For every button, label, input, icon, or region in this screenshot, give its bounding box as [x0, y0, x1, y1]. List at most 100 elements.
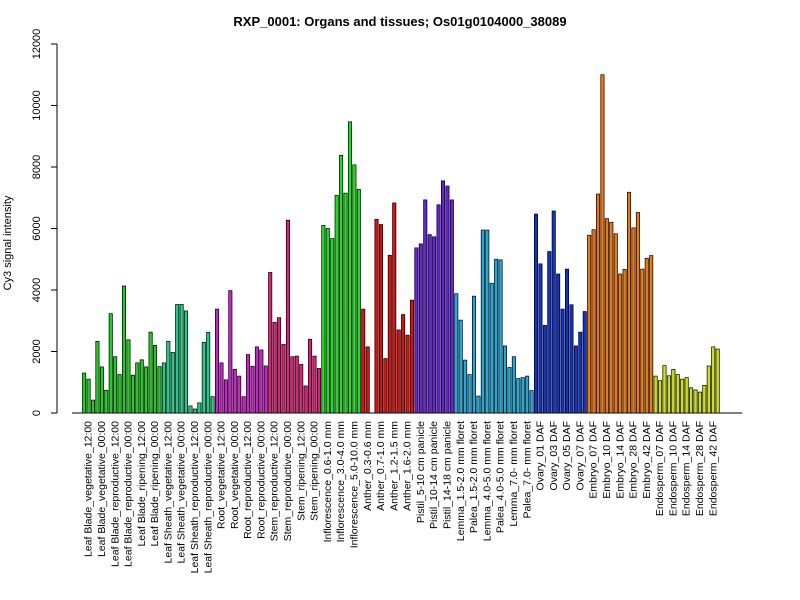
bar: [653, 375, 658, 414]
bar: [316, 368, 321, 414]
y-tick-label: 2000: [31, 339, 43, 363]
x-tick-label: Inflorescence_5.0-10.0 mm: [348, 421, 360, 548]
bar: [334, 194, 339, 414]
bar: [113, 356, 118, 414]
bar: [471, 295, 476, 414]
bar: [578, 331, 583, 414]
x-tick-label: Inflorescence_0.6-1.0 mm: [322, 421, 334, 543]
bar: [418, 243, 423, 414]
bar: [560, 308, 565, 414]
x-tick-label: Lemma_7.0- mm floret: [508, 421, 520, 527]
bar: [237, 375, 242, 414]
bar: [494, 258, 499, 414]
bar: [409, 299, 414, 414]
x-tick-label: Embryo_42 DAF: [641, 421, 653, 499]
bar: [485, 229, 490, 414]
bar: [622, 269, 627, 414]
bar: [706, 365, 711, 414]
bar: [520, 377, 525, 414]
bar: [383, 358, 388, 414]
y-tick-label: 12000: [31, 29, 43, 60]
bar: [144, 366, 149, 414]
chart-title: RXP_0001: Organs and tissues; Os01g01040…: [233, 14, 566, 29]
bar: [343, 192, 348, 414]
x-tick-label: Palea_4.0-5.0 mm floret: [495, 421, 507, 533]
bar: [689, 387, 694, 414]
bar: [480, 229, 485, 414]
bar: [538, 263, 543, 414]
bar: [684, 377, 689, 414]
bar: [503, 345, 508, 414]
y-tick-label: 6000: [31, 216, 43, 240]
bar: [356, 189, 361, 414]
bar: [352, 164, 357, 414]
bar: [246, 354, 251, 414]
bar: [600, 74, 605, 414]
bar: [139, 359, 144, 414]
x-tick-label: Anther_0.7-1.0 mm: [375, 421, 387, 511]
bar: [582, 311, 587, 414]
bar: [99, 366, 104, 414]
bar: [91, 399, 96, 414]
x-tick-label: Endosperm_10 DAF: [667, 421, 679, 516]
bar: [644, 257, 649, 414]
bar: [454, 293, 459, 414]
bar: [569, 304, 574, 414]
bar: [551, 210, 556, 414]
x-tick-label: Root_reproductive_12:00: [242, 421, 254, 539]
bar: [573, 345, 578, 414]
bar: [649, 255, 654, 414]
x-tick-label: Stem_ripening_12:00: [295, 421, 307, 521]
bar: [281, 344, 286, 414]
x-tick-label: Pistil_5-10 cm panicle: [415, 421, 427, 523]
x-tick-label: Leaf Sheath_vegetative_00:00: [176, 421, 188, 564]
bar: [206, 332, 211, 414]
x-tick-label: Root_vegetative_12:00: [216, 421, 228, 529]
bar: [702, 384, 707, 414]
x-tick-label: Ovary_01 DAF: [535, 421, 547, 490]
bar: [534, 213, 539, 414]
bar: [223, 379, 228, 414]
bar: [299, 364, 304, 414]
y-tick-label: 0: [31, 410, 43, 416]
bar: [259, 349, 264, 414]
bar: [525, 375, 530, 414]
y-axis: 0 2000 4000 6000 8000 10000 12000: [31, 29, 58, 416]
bar: [489, 282, 494, 414]
bar: [432, 236, 437, 414]
bar: [339, 154, 344, 414]
bar: [308, 338, 313, 414]
bar: [662, 365, 667, 414]
bar: [95, 341, 100, 414]
bar: [201, 341, 206, 414]
bar: [445, 185, 450, 414]
x-tick-label: Ovary_07 DAF: [574, 421, 586, 490]
x-tick-label: Embryo_14 DAF: [614, 421, 626, 499]
bar: [285, 219, 290, 414]
bar: [640, 268, 645, 414]
x-tick-labels: Leaf Blade_vegetative_12:00 Leaf Blade_ve…: [83, 421, 720, 574]
bar: [294, 355, 299, 414]
bar: [618, 273, 623, 414]
bar: [427, 234, 432, 414]
bar: [161, 362, 166, 414]
x-tick-label: Anther_1.2-1.5 mm: [388, 421, 400, 511]
bar: [511, 356, 516, 414]
bar: [658, 380, 663, 414]
bar: [693, 389, 698, 414]
bar: [130, 374, 135, 414]
bar: [405, 334, 410, 414]
bar: [277, 317, 282, 414]
bar: [303, 385, 308, 414]
bar: [330, 238, 335, 414]
bar: [675, 374, 680, 414]
bar: [157, 366, 162, 414]
bar: [361, 308, 366, 414]
x-tick-label: Ovary_03 DAF: [548, 421, 560, 490]
x-tick-label: Stem_ripening_00:00: [309, 421, 321, 521]
bar: [436, 204, 441, 414]
bar: [627, 191, 632, 414]
x-tick-label: Endosperm_14 DAF: [681, 421, 693, 516]
bar: [613, 233, 618, 414]
